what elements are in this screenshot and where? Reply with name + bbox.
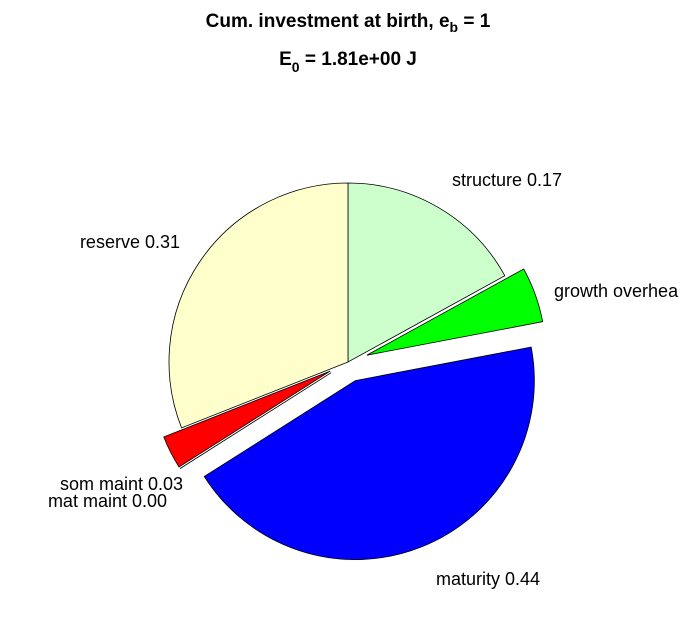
chart-subtitle: E0 = 1.81e+00 J [279,49,417,75]
slice-label: maturity 0.44 [436,569,540,589]
slice-label: reserve 0.31 [80,232,180,252]
title-subscript: b [450,19,459,35]
title-text: = 1 [458,11,491,32]
pie-slice [168,182,349,429]
slice-label: growth overhea [554,281,679,301]
pie-slice [203,346,535,560]
pie-slice [366,268,544,356]
title-text: Cum. investment at birth, e [206,11,450,32]
subtitle-subscript: 0 [292,59,300,75]
pie-slice [347,182,506,363]
subtitle-text: E [279,49,292,70]
subtitle-text: = 1.81e+00 J [300,49,417,70]
slice-label: som maint 0.03 [60,474,183,494]
chart-title: Cum. investment at birth, eb = 1 [206,11,491,35]
pie-slice [163,370,331,468]
slice-label: mat maint 0.00 [48,491,167,511]
slice-label: structure 0.17 [452,170,562,190]
